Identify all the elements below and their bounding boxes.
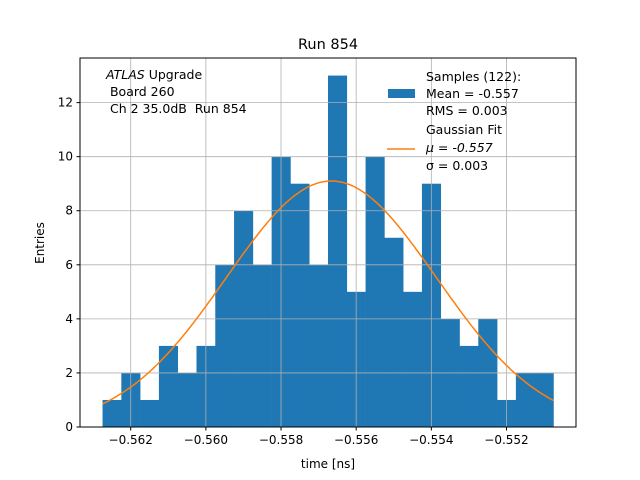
histogram-bar [177, 372, 197, 427]
annotation-line-1: ATLAS Upgrade [105, 67, 202, 82]
legend-hist-swatch [388, 89, 415, 98]
histogram-bar [328, 75, 348, 428]
histogram-bar [534, 372, 554, 427]
legend-hist-line-3: RMS = 0.003 [426, 103, 508, 118]
histogram-bar [515, 372, 535, 427]
histogram-bar [102, 399, 122, 427]
legend-hist-line-2: Mean = -0.557 [426, 86, 519, 101]
histogram-bar [140, 399, 160, 427]
plot-frame [79, 57, 577, 428]
annotation-line-2: Board 260 [106, 84, 175, 99]
y-axis-label: Entries [33, 222, 47, 264]
x-tick-label: −0.562 [109, 433, 153, 447]
y-tick-label: 6 [65, 258, 73, 272]
histogram-bar [384, 237, 404, 427]
histogram-bar [459, 345, 479, 427]
histogram-bar [158, 345, 178, 427]
chart-title: Run 854 [298, 37, 358, 53]
legend-fit-line-2: μ = -0.557 [425, 140, 493, 155]
x-tick-label: −0.556 [334, 433, 378, 447]
y-tick-label: 10 [58, 150, 73, 164]
legend-hist-line-1: Samples (122): [426, 69, 521, 84]
gaussian-fit-line [102, 180, 554, 405]
y-tick-label: 8 [65, 204, 73, 218]
legend-fit-line-3: σ = 0.003 [426, 158, 488, 173]
y-tick-label: 12 [58, 96, 73, 110]
x-tick-label: −0.560 [184, 433, 228, 447]
y-tick-label: 0 [65, 420, 73, 434]
x-tick-label: −0.552 [484, 433, 528, 447]
histogram-bar [365, 156, 385, 427]
histogram-bars [102, 75, 554, 428]
histogram-bar [403, 291, 423, 427]
y-tick-label: 2 [65, 366, 73, 380]
histogram-bar [215, 264, 235, 427]
x-tick-label: −0.558 [259, 433, 303, 447]
annotation-line-3: Ch 2 35.0dB Run 854 [106, 101, 247, 116]
x-tick-label: −0.554 [409, 433, 453, 447]
legend: Samples (122): Mean = -0.557 RMS = 0.003… [387, 69, 521, 173]
legend-fit-line-1: Gaussian Fit [426, 122, 502, 137]
y-tick-label: 4 [65, 312, 73, 326]
axis-ticks: −0.562 −0.560 −0.558 −0.556 −0.554 −0.552 0 2 4 6… [58, 96, 529, 447]
atlas-annotation: ATLAS Upgrade Board 260 Ch 2 35.0dB Run … [105, 67, 247, 116]
histogram-bar [252, 264, 272, 427]
histogram-bar [309, 264, 329, 427]
histogram-bar [290, 183, 310, 427]
x-axis-label: time [ns] [301, 457, 355, 471]
